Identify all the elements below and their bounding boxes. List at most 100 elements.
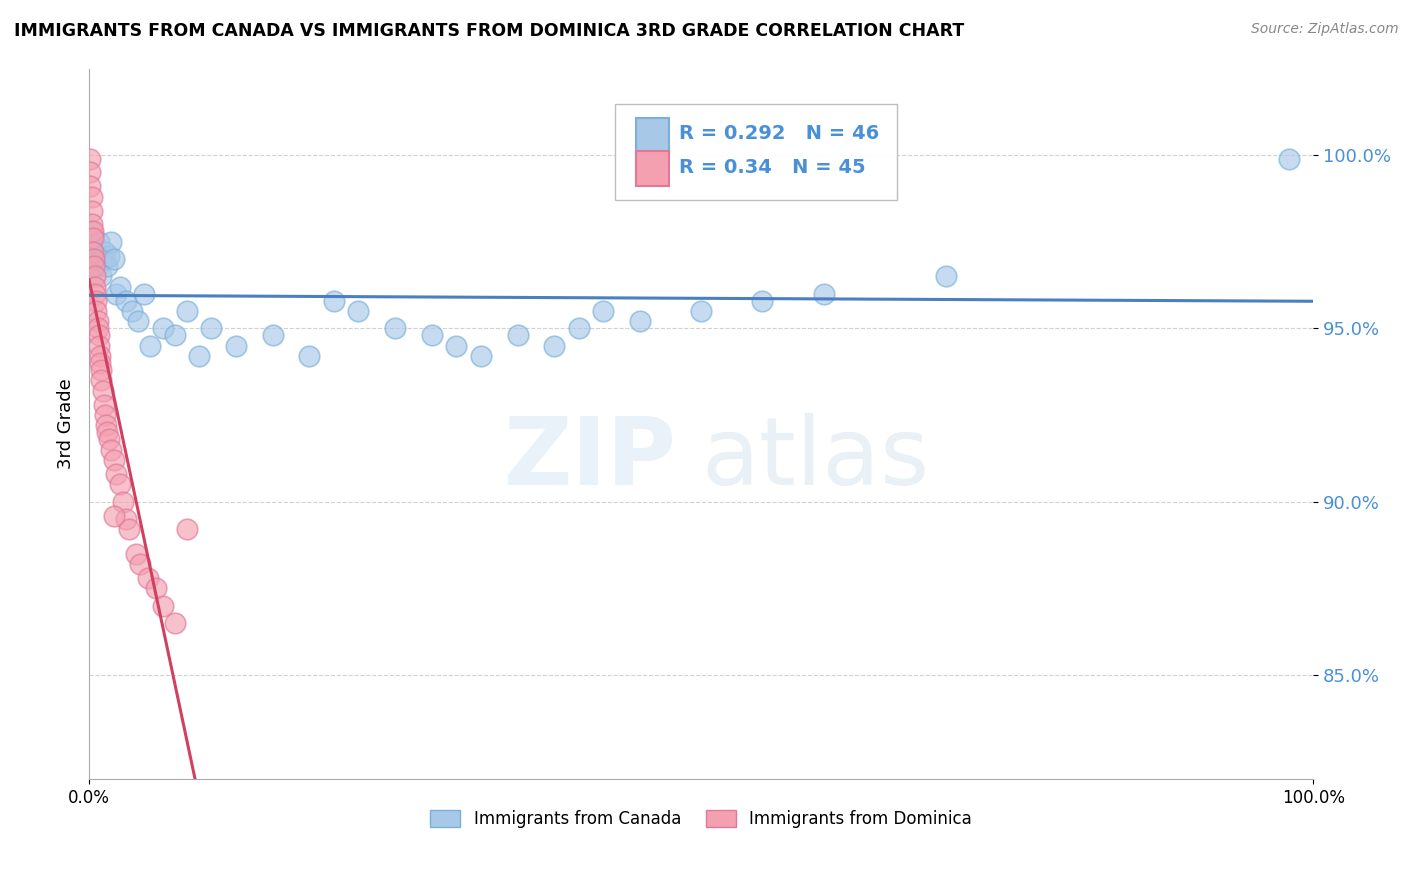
- Text: atlas: atlas: [702, 413, 929, 505]
- Point: [176, 523, 198, 537]
- Point: [108, 280, 131, 294]
- Text: Source: ZipAtlas.com: Source: ZipAtlas.com: [1251, 22, 1399, 37]
- Point: [82, 224, 104, 238]
- Point: [89, 349, 111, 363]
- Point: [188, 349, 211, 363]
- Point: [152, 599, 174, 613]
- Point: [90, 363, 112, 377]
- Point: [84, 286, 107, 301]
- Point: [82, 245, 104, 260]
- Point: [628, 314, 651, 328]
- Point: [93, 398, 115, 412]
- Point: [935, 269, 957, 284]
- Y-axis label: 3rd Grade: 3rd Grade: [58, 378, 75, 469]
- Point: [200, 321, 222, 335]
- FancyBboxPatch shape: [637, 118, 669, 153]
- Point: [86, 245, 108, 260]
- Point: [82, 231, 104, 245]
- Point: [105, 286, 128, 301]
- Point: [127, 314, 149, 328]
- Point: [384, 321, 406, 335]
- Point: [83, 255, 105, 269]
- Point: [145, 582, 167, 596]
- Point: [90, 373, 112, 387]
- Point: [114, 512, 136, 526]
- Point: [94, 408, 117, 422]
- Point: [322, 293, 344, 308]
- Point: [136, 571, 159, 585]
- Point: [94, 245, 117, 260]
- Point: [592, 304, 614, 318]
- Point: [93, 252, 115, 266]
- Text: ZIP: ZIP: [503, 413, 676, 505]
- Point: [225, 339, 247, 353]
- Point: [152, 321, 174, 335]
- Point: [568, 321, 591, 335]
- Point: [129, 557, 152, 571]
- Point: [96, 425, 118, 440]
- Point: [86, 304, 108, 318]
- Point: [470, 349, 492, 363]
- Point: [124, 547, 146, 561]
- Point: [176, 304, 198, 318]
- Point: [79, 179, 101, 194]
- FancyBboxPatch shape: [616, 104, 897, 200]
- Point: [347, 304, 370, 318]
- Point: [446, 339, 468, 353]
- Point: [84, 269, 107, 284]
- Point: [87, 328, 110, 343]
- Point: [105, 467, 128, 481]
- Point: [96, 418, 118, 433]
- Point: [163, 328, 186, 343]
- Point: [84, 280, 107, 294]
- Point: [86, 293, 108, 308]
- Point: [100, 235, 122, 249]
- FancyBboxPatch shape: [637, 151, 669, 186]
- Point: [751, 293, 773, 308]
- Point: [139, 339, 162, 353]
- Legend: Immigrants from Canada, Immigrants from Dominica: Immigrants from Canada, Immigrants from …: [423, 803, 979, 835]
- Point: [118, 523, 141, 537]
- Point: [121, 304, 143, 318]
- Point: [80, 218, 103, 232]
- Point: [690, 304, 713, 318]
- Point: [80, 224, 103, 238]
- Point: [134, 286, 156, 301]
- Point: [163, 615, 186, 630]
- Point: [96, 259, 118, 273]
- Point: [83, 259, 105, 273]
- Point: [1278, 152, 1301, 166]
- Text: R = 0.292   N = 46: R = 0.292 N = 46: [679, 124, 879, 144]
- Point: [103, 252, 125, 266]
- Point: [82, 249, 104, 263]
- Point: [87, 235, 110, 249]
- Point: [80, 203, 103, 218]
- Point: [298, 349, 321, 363]
- Point: [103, 508, 125, 523]
- Point: [86, 314, 108, 328]
- Point: [90, 269, 112, 284]
- Point: [813, 286, 835, 301]
- Point: [79, 152, 101, 166]
- Point: [114, 293, 136, 308]
- Text: R = 0.34   N = 45: R = 0.34 N = 45: [679, 159, 866, 178]
- Point: [84, 238, 107, 252]
- Point: [506, 328, 529, 343]
- Point: [79, 165, 101, 179]
- Point: [87, 339, 110, 353]
- Point: [100, 442, 122, 457]
- Point: [97, 249, 120, 263]
- Point: [86, 259, 108, 273]
- Point: [80, 190, 103, 204]
- Point: [112, 494, 135, 508]
- Point: [543, 339, 565, 353]
- Point: [103, 453, 125, 467]
- Point: [86, 321, 108, 335]
- Point: [83, 252, 105, 266]
- Point: [91, 384, 114, 398]
- Point: [262, 328, 284, 343]
- Point: [420, 328, 443, 343]
- Point: [89, 252, 111, 266]
- Point: [89, 356, 111, 370]
- Point: [108, 477, 131, 491]
